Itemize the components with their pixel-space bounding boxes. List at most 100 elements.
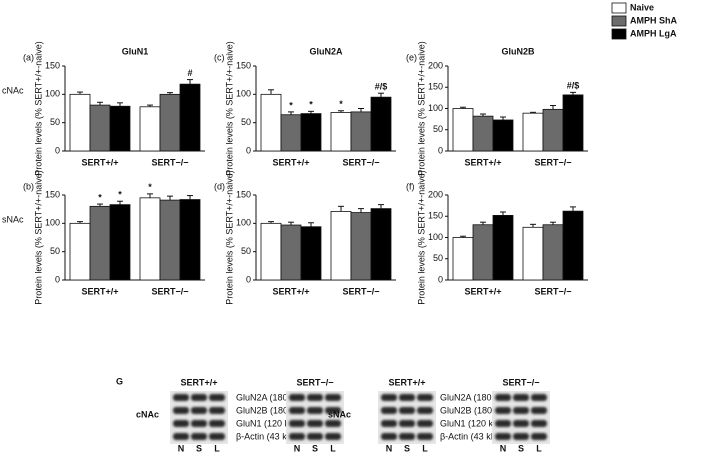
region-label: sNAc <box>328 409 351 419</box>
y-tick-label: 200 <box>428 189 443 199</box>
x-tick-label: SERT+/+ <box>272 157 309 167</box>
blot-band <box>289 420 305 427</box>
bar <box>330 211 352 281</box>
y-tick-label: 150 <box>428 211 443 221</box>
panel-label: (d) <box>214 181 225 191</box>
bar <box>452 237 474 281</box>
bar <box>472 115 494 152</box>
blot-band <box>531 433 547 440</box>
bar <box>300 226 322 281</box>
blot-band <box>209 433 225 440</box>
bar <box>139 106 161 152</box>
bar <box>562 210 584 281</box>
blot-band <box>513 394 529 401</box>
blot-band <box>417 394 433 401</box>
x-tick-label: SERT−/− <box>342 157 379 167</box>
lane-label: L <box>214 443 220 453</box>
chart-title: GluN1 <box>122 46 149 56</box>
bar <box>139 197 161 281</box>
lane-label: N <box>178 443 185 453</box>
lane-label: S <box>312 443 318 453</box>
blot-band <box>307 420 323 427</box>
bar <box>492 214 514 281</box>
band-label: GluN2A (180 kDa) <box>236 392 309 402</box>
y-tick-label: 0 <box>55 274 60 284</box>
blot-band <box>325 407 341 414</box>
bar <box>260 93 282 152</box>
y-tick-label: 150 <box>236 60 251 70</box>
y-tick-label: 150 <box>45 189 60 199</box>
x-tick-label: SERT+/+ <box>81 157 118 167</box>
blot-band <box>191 394 207 401</box>
bar <box>69 93 91 152</box>
genotype-label: SERT−/− <box>296 377 333 387</box>
significance-mark: * <box>289 100 293 110</box>
blot-band <box>173 420 189 427</box>
bar <box>542 108 564 152</box>
bar <box>109 204 131 281</box>
bar <box>522 112 544 152</box>
bar <box>89 104 111 152</box>
bar <box>350 111 372 152</box>
panel-label: (f) <box>406 181 415 191</box>
blot-band <box>399 394 415 401</box>
lane-label: N <box>500 443 507 453</box>
blot-band <box>381 407 397 414</box>
lane-label: S <box>518 443 524 453</box>
y-axis-label: Protein levels (% SERT+/+-naive) <box>416 170 426 304</box>
lane-label: S <box>196 443 202 453</box>
blot-band <box>531 407 547 414</box>
legend-swatch <box>611 15 627 27</box>
band-label: GluN2B (180 kDa) <box>236 405 310 415</box>
x-tick-label: SERT−/− <box>342 286 379 296</box>
legend-swatch <box>611 28 627 40</box>
legend-swatch <box>611 2 627 14</box>
region-label: cNAc <box>136 409 159 419</box>
bar <box>109 105 131 152</box>
blot-band <box>399 420 415 427</box>
panel-label: (c) <box>214 52 225 62</box>
y-tick-label: 50 <box>241 246 251 256</box>
bar <box>452 108 474 152</box>
lane-label: L <box>330 443 336 453</box>
blot-band <box>531 420 547 427</box>
blot-band <box>289 394 305 401</box>
bar <box>69 222 91 281</box>
band-label: GluN2B (180 kDa) <box>440 405 514 415</box>
blot-band <box>495 407 511 414</box>
band-label: GluN2A (180 kDa) <box>440 392 513 402</box>
lane-label: N <box>294 443 301 453</box>
bar <box>492 119 514 152</box>
blot-band <box>513 407 529 414</box>
blot-band <box>173 407 189 414</box>
bar <box>179 199 201 281</box>
row-label: cNAc <box>2 85 24 95</box>
significance-mark: #/$ <box>375 82 388 92</box>
bar <box>159 199 181 281</box>
y-tick-label: 150 <box>428 82 443 92</box>
blot-band <box>513 420 529 427</box>
y-axis-label: Protein levels (% SERT+/+-naive) <box>33 170 43 304</box>
bar <box>542 224 564 281</box>
blot-band <box>417 420 433 427</box>
band-label: GluN1 (120 kDa) <box>236 418 304 428</box>
blot-band <box>417 433 433 440</box>
y-tick-label: 50 <box>433 253 443 263</box>
y-tick-label: 0 <box>55 145 60 155</box>
x-tick-label: SERT−/− <box>534 286 571 296</box>
blot-band <box>289 433 305 440</box>
blot-band <box>513 433 529 440</box>
lane-label: L <box>422 443 428 453</box>
y-tick-label: 100 <box>45 218 60 228</box>
bar <box>300 113 322 152</box>
significance-mark: * <box>339 99 343 109</box>
blot-band <box>307 407 323 414</box>
significance-mark: * <box>118 190 122 200</box>
y-axis-label: Protein levels (% SERT+/+-naive) <box>416 41 426 175</box>
band-label: GluN1 (120 kDa) <box>440 418 508 428</box>
legend-label: AMPH LgA <box>630 28 677 38</box>
blot-band <box>289 407 305 414</box>
bar <box>179 83 201 152</box>
y-tick-label: 0 <box>438 145 443 155</box>
